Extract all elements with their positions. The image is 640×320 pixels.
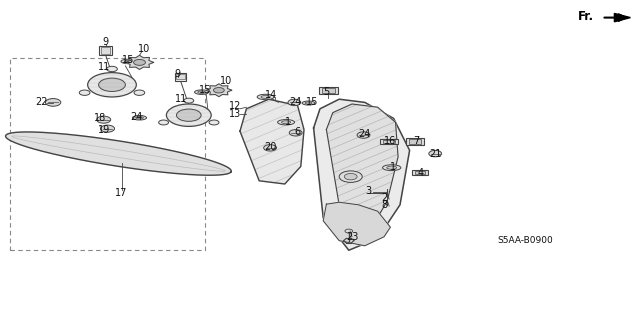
Text: 15: 15 [198,85,211,95]
Text: 15: 15 [122,55,134,65]
Circle shape [288,99,301,106]
Text: 14: 14 [264,90,277,100]
Text: 1: 1 [285,116,291,127]
Polygon shape [240,99,304,184]
Text: 5: 5 [323,87,330,97]
Ellipse shape [302,101,315,105]
Text: 22: 22 [35,97,48,108]
Text: 6: 6 [294,127,301,137]
Text: 11: 11 [175,93,188,104]
Text: 1: 1 [390,162,396,172]
Text: 9: 9 [102,36,109,47]
Ellipse shape [132,116,147,120]
PathPatch shape [240,99,304,184]
Text: 10: 10 [138,44,150,54]
Text: 16: 16 [384,136,397,146]
Bar [10,58,205,250]
Bar [415,171,425,174]
Circle shape [264,145,276,151]
Polygon shape [614,13,630,22]
Ellipse shape [282,121,291,124]
Ellipse shape [261,95,270,99]
Polygon shape [6,132,231,175]
Polygon shape [326,104,398,234]
Circle shape [79,90,90,95]
Text: 3: 3 [365,186,371,196]
Text: 7: 7 [413,136,419,146]
Circle shape [134,90,145,95]
Circle shape [345,229,353,233]
Text: 8: 8 [381,200,387,211]
Ellipse shape [121,59,135,64]
Circle shape [99,78,125,92]
Circle shape [166,104,211,126]
Ellipse shape [136,116,143,119]
Bar [177,74,184,79]
Text: 4: 4 [417,168,424,178]
Ellipse shape [124,60,132,63]
Text: 23: 23 [346,232,358,243]
Circle shape [159,120,168,125]
Circle shape [357,132,370,138]
Polygon shape [323,202,390,246]
Ellipse shape [278,120,294,125]
Text: 2: 2 [381,193,387,204]
Bar [319,87,338,94]
Text: 19: 19 [98,124,111,135]
Circle shape [289,130,302,136]
Text: 24: 24 [289,97,302,108]
Text: 24: 24 [358,129,371,140]
Circle shape [45,99,61,106]
Circle shape [209,120,219,125]
Ellipse shape [387,166,397,169]
Polygon shape [125,55,154,69]
Circle shape [107,66,117,72]
Circle shape [339,171,362,182]
Bar [409,139,420,143]
Bar [322,88,335,92]
Text: 20: 20 [264,142,276,152]
Text: 12: 12 [229,100,242,111]
Bar [383,140,395,143]
Circle shape [344,173,357,180]
Bar [175,73,186,81]
Polygon shape [314,99,410,250]
Polygon shape [206,84,232,97]
Bar [101,47,110,54]
Circle shape [184,98,194,103]
Circle shape [88,73,136,97]
Text: 17: 17 [115,188,128,198]
Text: 15: 15 [305,97,318,108]
Text: Fr.: Fr. [578,10,594,23]
Text: 21: 21 [429,148,442,159]
Text: 13: 13 [229,108,242,119]
Ellipse shape [383,165,401,171]
Text: 11: 11 [97,62,110,72]
Circle shape [100,125,115,132]
Text: 9: 9 [175,69,181,79]
Circle shape [214,88,224,93]
Bar [380,139,398,144]
Circle shape [97,116,111,123]
Circle shape [429,150,442,157]
Text: 24: 24 [130,112,143,122]
Ellipse shape [195,90,209,94]
Text: 10: 10 [220,76,233,86]
Text: S5AA-B0900: S5AA-B0900 [497,236,553,245]
PathPatch shape [326,104,398,234]
Ellipse shape [257,94,274,100]
Circle shape [177,109,201,121]
Bar [99,46,112,55]
Text: 18: 18 [94,113,107,124]
Bar [406,138,424,145]
Ellipse shape [305,102,312,104]
Bar [412,170,428,175]
Circle shape [134,60,145,65]
Ellipse shape [198,91,205,93]
